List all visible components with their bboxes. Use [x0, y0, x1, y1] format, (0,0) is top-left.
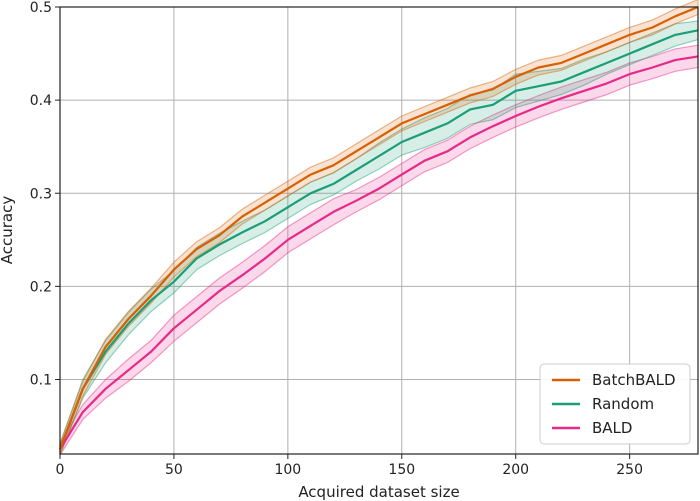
y-tick-label: 0.2	[30, 279, 52, 295]
x-tick-label: 200	[502, 462, 529, 478]
series-lines	[58, 5, 699, 450]
series-line-batchbald	[58, 5, 699, 450]
legend-label-random: Random	[592, 395, 654, 413]
plot-frame	[59, 6, 699, 455]
x-tick-label: 50	[165, 462, 183, 478]
x-tick-label: 100	[274, 462, 301, 478]
legend: BatchBALD Random BALD	[539, 363, 691, 445]
x-tick-label: 150	[388, 462, 415, 478]
legend-box	[539, 363, 691, 445]
y-tick-label: 0.4	[30, 93, 52, 109]
y-tick-label: 0.5	[30, 0, 52, 16]
y-tick-label: 0.3	[30, 186, 52, 202]
x-tick-label: 250	[616, 462, 643, 478]
series-line-random	[58, 29, 699, 450]
axis-ticks: 0 50 100 150 200 250 0.1 0.2 0.3 0.4 0.5	[30, 0, 643, 478]
x-tick-label: 0	[56, 462, 65, 478]
series-line-bald	[59, 55, 699, 450]
x-axis-label: Acquired dataset size	[298, 483, 459, 501]
legend-label-batchbald: BatchBALD	[592, 371, 676, 389]
y-axis-label: Accuracy	[0, 196, 16, 265]
legend-label-bald: BALD	[592, 419, 632, 437]
y-tick-label: 0.1	[30, 373, 52, 389]
